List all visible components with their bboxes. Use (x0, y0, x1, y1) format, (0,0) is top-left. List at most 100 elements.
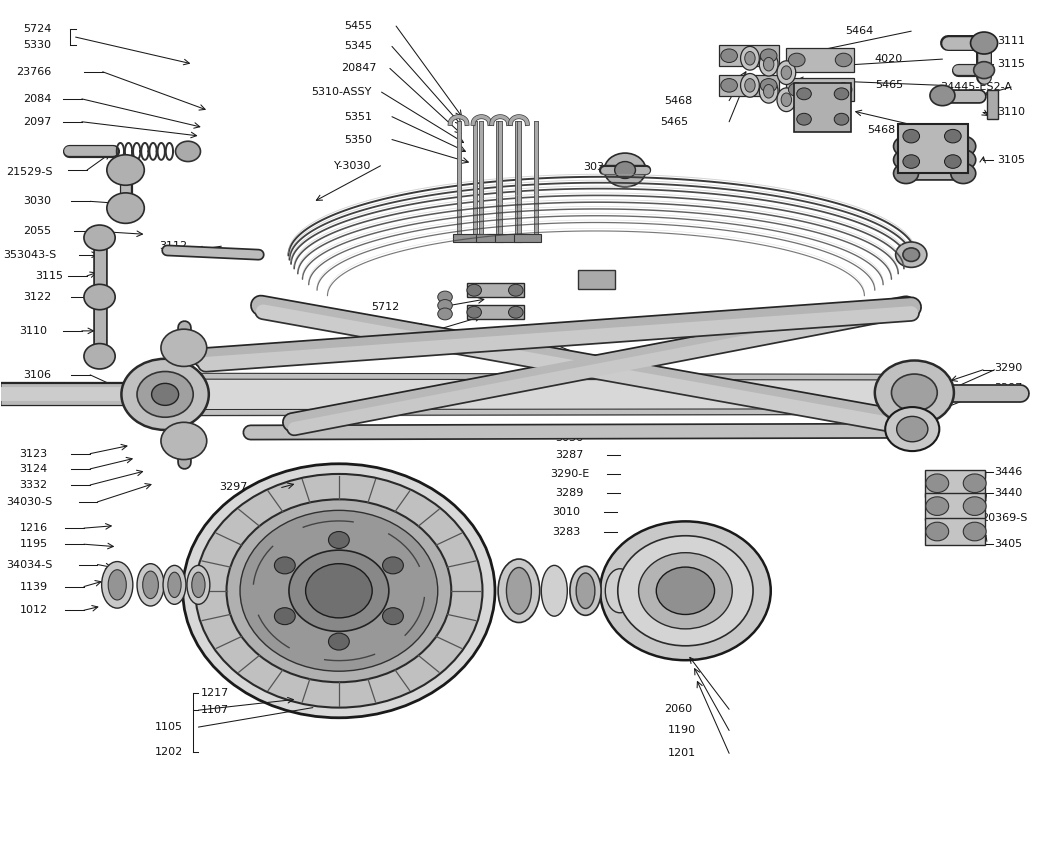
Circle shape (84, 343, 116, 369)
Circle shape (875, 360, 953, 425)
Circle shape (656, 567, 715, 615)
Ellipse shape (168, 572, 181, 598)
Circle shape (894, 150, 918, 170)
Text: 3304: 3304 (529, 357, 557, 367)
Text: 5330: 5330 (24, 40, 52, 50)
Ellipse shape (741, 47, 760, 70)
Circle shape (761, 79, 777, 92)
Ellipse shape (782, 93, 792, 107)
Circle shape (107, 155, 144, 185)
Text: 3446: 3446 (994, 467, 1023, 477)
Ellipse shape (782, 66, 792, 80)
Ellipse shape (163, 566, 185, 605)
Text: 2084: 2084 (24, 94, 52, 104)
Circle shape (797, 88, 812, 100)
Text: 3297: 3297 (994, 383, 1023, 393)
Circle shape (438, 291, 452, 303)
Bar (987, 90, 997, 120)
Text: 5465: 5465 (875, 81, 903, 91)
Circle shape (84, 225, 116, 250)
Circle shape (950, 150, 975, 170)
Text: 3115: 3115 (997, 59, 1025, 70)
Circle shape (903, 248, 919, 261)
Circle shape (835, 114, 849, 126)
Circle shape (328, 633, 349, 650)
Text: 34034-S: 34034-S (6, 560, 52, 570)
Text: 5345: 5345 (344, 42, 372, 52)
Bar (794, 83, 851, 132)
Circle shape (305, 564, 372, 618)
Circle shape (721, 79, 738, 92)
Text: 3440: 3440 (994, 488, 1023, 499)
Text: 353031-ES: 353031-ES (363, 323, 423, 333)
Text: 3289: 3289 (555, 488, 584, 498)
Text: 3034: 3034 (584, 162, 612, 171)
Ellipse shape (570, 566, 601, 616)
Circle shape (615, 162, 636, 178)
Bar (898, 125, 968, 173)
Circle shape (508, 284, 523, 296)
Text: 3405: 3405 (994, 539, 1022, 550)
Circle shape (903, 130, 919, 143)
Text: 3287: 3287 (555, 450, 584, 460)
Circle shape (925, 522, 948, 541)
Circle shape (970, 32, 997, 54)
Circle shape (195, 474, 482, 707)
Bar (578, 270, 615, 288)
Text: 2097: 2097 (24, 117, 52, 126)
Text: 5724: 5724 (24, 24, 52, 34)
Circle shape (600, 522, 771, 661)
Circle shape (438, 299, 452, 311)
Text: 1195: 1195 (20, 539, 48, 550)
Circle shape (289, 550, 389, 632)
Text: 1139: 1139 (20, 582, 48, 592)
Text: 1201: 1201 (668, 748, 696, 758)
Bar (467, 305, 524, 319)
Bar (924, 470, 985, 497)
Bar (495, 233, 522, 242)
Circle shape (950, 137, 975, 157)
Circle shape (944, 155, 961, 168)
Circle shape (835, 88, 849, 100)
Circle shape (901, 421, 921, 438)
Circle shape (789, 83, 805, 97)
Circle shape (886, 407, 939, 451)
Text: 3105: 3105 (997, 155, 1025, 165)
Text: 3030: 3030 (24, 197, 52, 206)
Bar (467, 283, 524, 297)
Circle shape (896, 242, 926, 267)
Ellipse shape (764, 58, 774, 71)
Circle shape (508, 306, 523, 318)
Circle shape (894, 137, 918, 157)
Ellipse shape (745, 52, 755, 65)
Text: 3106: 3106 (24, 370, 52, 380)
Circle shape (944, 130, 961, 143)
Text: 353043-S: 353043-S (3, 249, 56, 259)
Circle shape (182, 464, 495, 717)
Ellipse shape (498, 559, 540, 622)
Circle shape (438, 308, 452, 320)
Circle shape (973, 62, 994, 79)
Text: 4020: 4020 (875, 54, 903, 64)
Bar (719, 45, 779, 66)
Text: 21529-S: 21529-S (6, 167, 52, 176)
Bar (787, 78, 854, 102)
Text: 3290-E: 3290-E (550, 469, 590, 479)
Text: 34030-S: 34030-S (6, 497, 52, 507)
Ellipse shape (741, 74, 760, 98)
Circle shape (604, 153, 646, 187)
Circle shape (963, 522, 986, 541)
Circle shape (929, 86, 954, 106)
Text: 1107: 1107 (200, 706, 228, 715)
Text: 23766: 23766 (17, 67, 51, 77)
Ellipse shape (506, 567, 531, 614)
Circle shape (137, 371, 193, 417)
Text: 1216: 1216 (20, 523, 48, 533)
Text: 34445-ES2-A: 34445-ES2-A (940, 82, 1013, 92)
Circle shape (382, 557, 403, 574)
Ellipse shape (777, 88, 796, 112)
Text: 3036: 3036 (555, 432, 584, 443)
Circle shape (274, 608, 295, 625)
Text: 3112: 3112 (158, 241, 187, 251)
Circle shape (274, 557, 295, 574)
